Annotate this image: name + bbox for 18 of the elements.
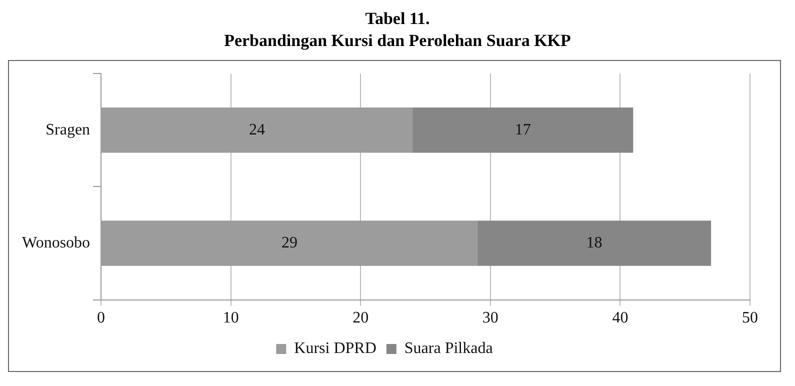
legend-label: Kursi DPRD (294, 340, 376, 358)
bar (412, 108, 634, 153)
x-tick-label: 10 (222, 310, 239, 327)
x-tick-label: 0 (97, 310, 106, 327)
legend-label: Suara Pilkada (404, 340, 493, 358)
data-label: 17 (514, 121, 531, 138)
y-tick-label: Sragen (46, 121, 90, 138)
chart-subtitle: Perbandingan Kursi dan Perolehan Suara KKP (223, 30, 572, 52)
x-tick-label: 40 (612, 310, 628, 327)
data-label: 29 (281, 234, 298, 252)
chart-title: Tabel 11. (364, 8, 431, 30)
x-tick-label: 20 (352, 310, 369, 327)
data-label: 24 (249, 121, 266, 138)
bar (477, 220, 712, 266)
y-tick-label: Wonosobo (22, 234, 90, 252)
x-tick-label: 50 (742, 310, 758, 327)
x-tick-label: 30 (482, 310, 498, 327)
data-label: 18 (586, 234, 602, 252)
